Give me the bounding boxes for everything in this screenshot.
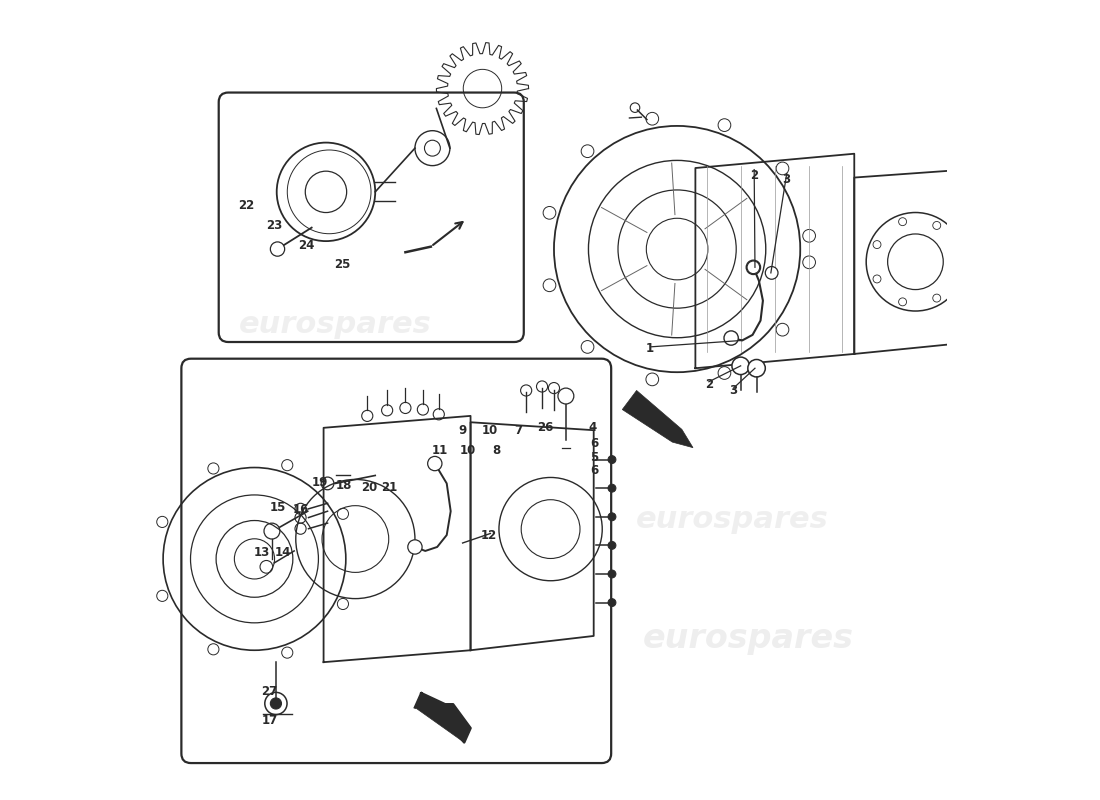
Circle shape (979, 276, 986, 282)
Text: 1: 1 (646, 342, 654, 355)
Text: 6: 6 (591, 464, 598, 478)
Text: 26: 26 (537, 422, 553, 434)
Text: 12: 12 (481, 529, 497, 542)
Circle shape (746, 260, 760, 274)
Text: 19: 19 (311, 476, 328, 489)
Text: 3: 3 (783, 173, 791, 186)
Text: 10: 10 (460, 443, 475, 457)
Circle shape (979, 200, 986, 206)
Text: 10: 10 (482, 424, 497, 437)
Circle shape (608, 542, 616, 550)
Text: 5: 5 (591, 450, 598, 464)
Text: 21: 21 (382, 481, 397, 494)
Circle shape (766, 266, 778, 279)
Text: 18: 18 (336, 478, 352, 491)
Text: 6: 6 (591, 437, 598, 450)
Circle shape (732, 357, 749, 374)
Circle shape (608, 484, 616, 492)
Text: 4: 4 (588, 422, 596, 434)
Circle shape (748, 359, 766, 377)
Text: 17: 17 (262, 714, 277, 727)
Circle shape (608, 570, 616, 578)
Circle shape (979, 226, 986, 231)
Circle shape (747, 261, 760, 274)
Text: 7: 7 (514, 424, 522, 437)
Circle shape (979, 302, 986, 308)
Text: 13: 13 (253, 546, 270, 559)
Circle shape (558, 388, 574, 404)
Circle shape (608, 513, 616, 521)
Text: eurospares: eurospares (644, 622, 854, 655)
Text: 15: 15 (271, 501, 286, 514)
Polygon shape (623, 390, 693, 448)
Text: 2: 2 (705, 378, 713, 390)
Text: 25: 25 (333, 258, 350, 271)
Text: 20: 20 (361, 481, 377, 494)
Circle shape (271, 698, 282, 709)
Text: 9: 9 (459, 424, 466, 437)
Text: 27: 27 (261, 685, 277, 698)
Circle shape (608, 456, 616, 463)
Circle shape (408, 540, 422, 554)
Text: eurospares: eurospares (239, 310, 432, 339)
Text: 3: 3 (729, 384, 738, 397)
Text: 11: 11 (431, 443, 448, 457)
Text: 23: 23 (266, 218, 283, 232)
Text: 22: 22 (239, 199, 254, 212)
Polygon shape (415, 693, 471, 742)
Circle shape (428, 457, 442, 470)
Text: 16: 16 (293, 503, 309, 516)
Circle shape (724, 331, 738, 345)
Text: 2: 2 (750, 170, 758, 182)
Circle shape (979, 327, 986, 334)
Text: 24: 24 (298, 238, 315, 251)
Text: 14: 14 (275, 546, 292, 559)
Text: eurospares: eurospares (636, 505, 829, 534)
Text: 8: 8 (492, 443, 500, 457)
Circle shape (608, 598, 616, 606)
Circle shape (979, 250, 986, 257)
